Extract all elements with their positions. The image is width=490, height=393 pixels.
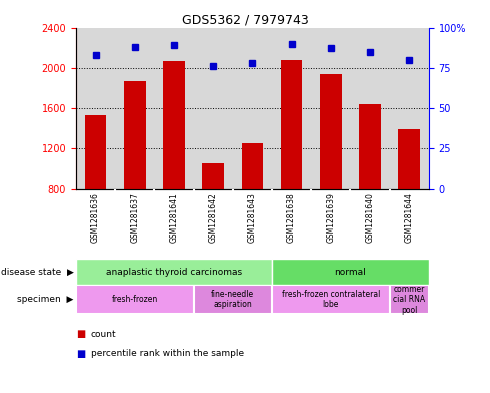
Bar xyxy=(194,285,272,314)
Bar xyxy=(85,115,106,189)
Text: disease state  ▶: disease state ▶ xyxy=(0,268,73,277)
Text: GSM1281640: GSM1281640 xyxy=(366,192,374,243)
Text: specimen  ▶: specimen ▶ xyxy=(17,295,74,304)
Text: GSM1281639: GSM1281639 xyxy=(326,192,335,243)
Text: GSM1281636: GSM1281636 xyxy=(91,192,100,243)
Bar xyxy=(272,285,390,314)
Text: GSM1281641: GSM1281641 xyxy=(170,192,178,243)
Text: commer
cial RNA
pool: commer cial RNA pool xyxy=(393,285,425,314)
Bar xyxy=(202,163,224,189)
Bar xyxy=(242,143,263,189)
Text: normal: normal xyxy=(335,268,366,277)
Bar xyxy=(76,285,194,314)
Bar xyxy=(320,74,342,189)
Text: ■: ■ xyxy=(76,329,85,339)
Bar xyxy=(359,104,381,189)
Text: fresh-frozen contralateral
lobe: fresh-frozen contralateral lobe xyxy=(282,290,380,309)
Text: GSM1281638: GSM1281638 xyxy=(287,192,296,243)
Text: ■: ■ xyxy=(76,349,85,359)
Bar xyxy=(390,285,429,314)
Text: GSM1281642: GSM1281642 xyxy=(209,192,218,243)
Bar xyxy=(163,61,185,189)
Bar xyxy=(76,259,272,285)
Text: GDS5362 / 7979743: GDS5362 / 7979743 xyxy=(182,14,308,27)
Text: fine-needle
aspiration: fine-needle aspiration xyxy=(211,290,254,309)
Text: GSM1281637: GSM1281637 xyxy=(130,192,139,243)
Text: anaplastic thyroid carcinomas: anaplastic thyroid carcinomas xyxy=(106,268,242,277)
Text: fresh-frozen: fresh-frozen xyxy=(112,295,158,304)
Bar xyxy=(272,259,429,285)
Text: GSM1281644: GSM1281644 xyxy=(405,192,414,243)
Bar xyxy=(124,81,146,189)
Text: percentile rank within the sample: percentile rank within the sample xyxy=(91,349,244,358)
Text: count: count xyxy=(91,330,116,338)
Bar xyxy=(398,129,420,189)
Text: GSM1281643: GSM1281643 xyxy=(248,192,257,243)
Bar xyxy=(281,60,302,189)
